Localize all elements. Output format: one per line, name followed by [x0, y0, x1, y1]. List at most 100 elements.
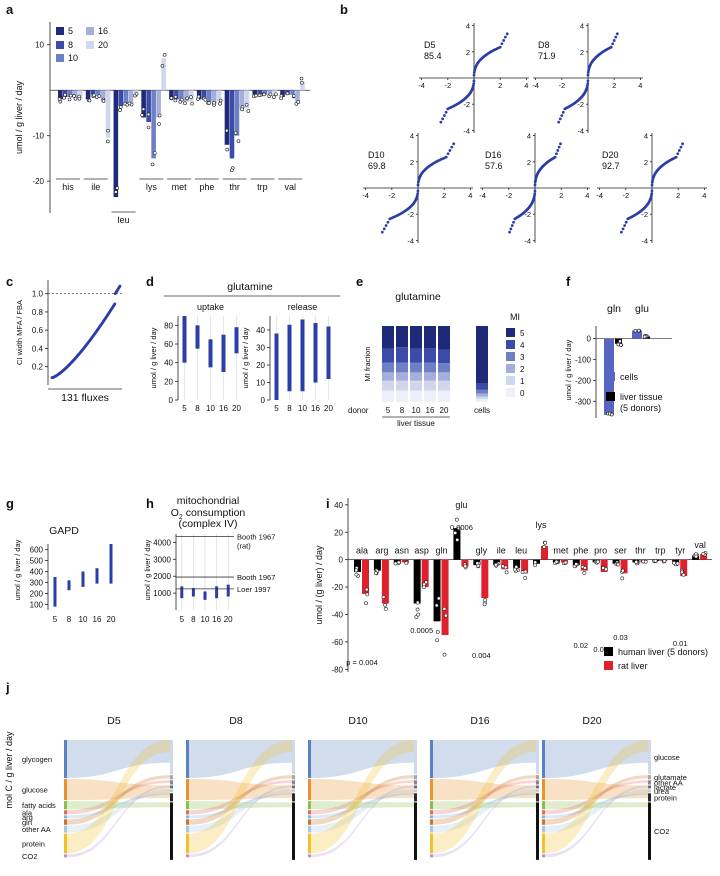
y-axis-title: umol / g liver / day — [14, 80, 24, 154]
dot-rat — [404, 561, 409, 565]
y-tick-label: 10 — [35, 41, 44, 50]
y-tick-label: 30 — [256, 344, 265, 353]
y-tick-label: 400 — [30, 568, 44, 577]
output-node-urea — [536, 789, 539, 793]
dot-met — [183, 101, 187, 106]
legend-label-5: 5 — [520, 329, 525, 338]
group-label-lys: lys — [146, 182, 157, 192]
bar-thr-d10 — [234, 90, 240, 136]
output-node-lactate — [292, 785, 295, 789]
y-tick-label: -2 — [524, 210, 531, 219]
legend-swatch — [56, 27, 64, 35]
category-label-met: met — [553, 546, 569, 556]
category-label-leu: leu — [515, 546, 527, 556]
category-label-phe: phe — [573, 546, 588, 556]
qq-point — [615, 32, 619, 36]
dot-rat — [383, 603, 388, 607]
input-label-arg: arg — [22, 813, 33, 822]
x-tick-label: 16 — [426, 406, 435, 415]
y-tick-label: 2000 — [153, 572, 171, 581]
x-tick-label: -4 — [362, 191, 369, 200]
legend-swatch — [506, 328, 515, 337]
sankey-flow — [433, 780, 536, 815]
bar-trp-d10 — [262, 90, 268, 95]
x-tick-label: 4 — [524, 81, 528, 90]
sankey-flow — [67, 793, 170, 819]
dot-human — [672, 561, 676, 565]
input-node-other AA — [430, 825, 433, 833]
x-tick-label: 10 — [201, 615, 210, 624]
y-tick-label: 2 — [527, 158, 531, 167]
y-tick-label: -80 — [331, 665, 343, 674]
input-node-gln — [64, 819, 67, 825]
legend-swatch — [506, 352, 515, 361]
y-tick-label: -2 — [641, 210, 648, 219]
y-tick-label: 2 — [580, 48, 584, 57]
sankey-flow — [545, 789, 648, 833]
x-tick-label: 8 — [195, 404, 200, 413]
dot-ile — [106, 128, 110, 133]
bar-human-asp — [413, 559, 421, 604]
dot-human — [616, 562, 620, 567]
qq-point — [441, 117, 445, 121]
input-node-gln — [542, 819, 545, 825]
sankey-flow — [433, 801, 536, 810]
output-node-protein — [536, 793, 539, 802]
dot-rat — [620, 568, 625, 573]
x-tick-label: 4 — [468, 191, 472, 200]
input-node-glycogen — [64, 740, 67, 778]
input-label-CO2: CO2 — [22, 852, 37, 861]
dot-leu — [118, 108, 122, 112]
x-tick-label: -2 — [388, 191, 395, 200]
legend-label-3: 3 — [520, 353, 525, 362]
sankey-flow — [311, 779, 414, 801]
dot-human — [455, 537, 460, 542]
y-tick-label: 0 — [261, 396, 266, 405]
dot-rat — [383, 607, 388, 611]
output-node-glucose — [648, 740, 651, 775]
dot-met — [169, 96, 174, 100]
legend-swatch — [506, 340, 515, 349]
sankey-flow — [433, 789, 536, 833]
input-node-fatty acids — [542, 801, 545, 810]
x-tick-label: -4 — [418, 81, 425, 90]
qq-point — [679, 145, 683, 149]
stack-5-mi4 — [382, 348, 394, 363]
y-axis-title: umol / g liver / day — [564, 339, 573, 400]
dot-met — [185, 96, 189, 101]
qq-point — [508, 230, 511, 234]
day-label-D5: D5 — [424, 40, 436, 50]
bar-met-d8 — [174, 90, 179, 100]
p-value-label: 0.03 — [613, 633, 628, 642]
legend-swatch-rat — [604, 661, 613, 670]
dot-met — [173, 94, 178, 99]
sankey-flow — [311, 793, 414, 819]
input-node-glycogen — [430, 740, 433, 778]
qq-point — [472, 73, 476, 77]
x-tick-label: 8 — [287, 404, 292, 413]
y-tick-label: -4 — [407, 236, 414, 245]
group-label-phe: phe — [199, 182, 214, 192]
bar-val-d16 — [295, 90, 300, 104]
y-tick-label: -4 — [524, 236, 531, 245]
panel-label: g — [6, 496, 14, 511]
group-label-met: met — [172, 182, 188, 192]
x-tick-label: 2 — [612, 81, 616, 90]
input-node-ala — [308, 810, 311, 815]
x-tick-label: 5 — [53, 615, 58, 624]
input-node-ala — [430, 810, 433, 815]
bar-his-d20 — [78, 90, 83, 100]
input-node-protein — [308, 833, 311, 854]
input-node-ala — [186, 810, 189, 815]
sankey-flow — [433, 740, 536, 854]
input-node-other AA — [542, 825, 545, 833]
legend-swatch-cells — [606, 372, 615, 381]
stack-cells-mi4 — [476, 383, 488, 390]
group-label-his: his — [62, 182, 74, 192]
dot-val — [292, 94, 296, 98]
qq-point — [556, 149, 560, 152]
bar-met-d5 — [169, 90, 174, 100]
sankey-flow — [189, 775, 292, 825]
donor-label: donor — [348, 406, 369, 415]
